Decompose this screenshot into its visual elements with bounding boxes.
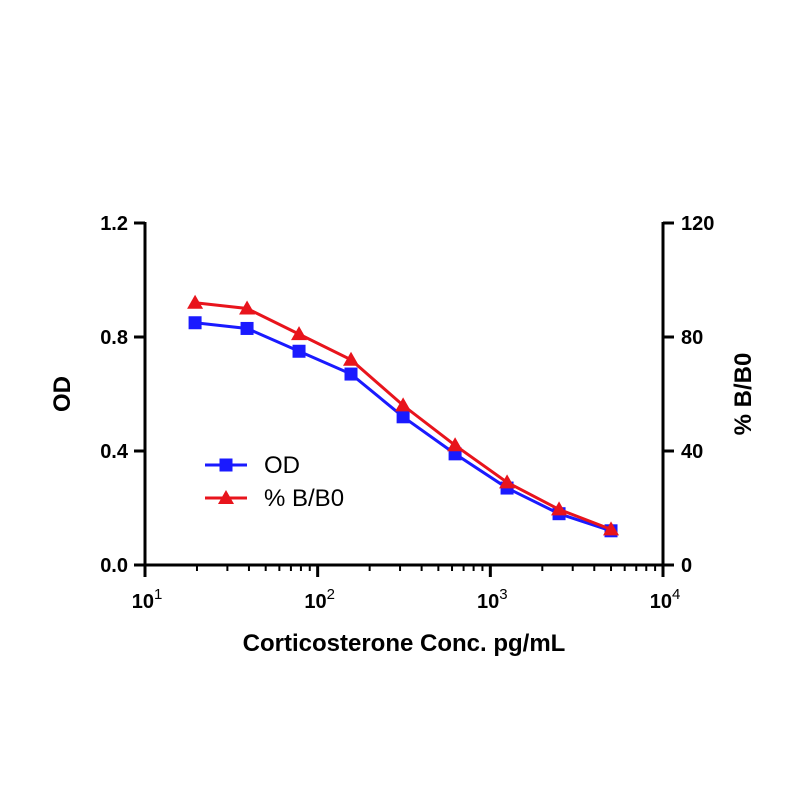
series-od — [188, 316, 618, 538]
data-point — [499, 474, 516, 489]
y2-tick-label: 80 — [681, 327, 703, 349]
x-tick-label: 101 — [132, 586, 163, 613]
data-point — [292, 344, 306, 358]
y-tick-label: 1.2 — [100, 213, 128, 235]
y2-tick-label: 0 — [681, 555, 692, 577]
data-point — [396, 410, 410, 424]
x-tick-label: 102 — [304, 586, 335, 613]
legend-marker — [219, 458, 233, 472]
legend-marker — [218, 490, 234, 504]
y-axis-title: OD — [49, 376, 76, 412]
series-layer — [187, 294, 620, 538]
data-point — [188, 316, 202, 330]
data-point — [240, 321, 254, 335]
series-bb0 — [187, 294, 620, 536]
y-tick-label: 0.4 — [100, 441, 129, 463]
legend: OD % B/B0 — [205, 452, 344, 512]
x-axis-title: Corticosterone Conc. pg/mL — [243, 630, 566, 657]
y-tick-label: 0.0 — [100, 555, 128, 577]
data-point — [343, 351, 360, 366]
legend-label: % B/B0 — [264, 485, 344, 512]
y2-axis-title: % B/B0 — [730, 353, 757, 436]
y-tick-label: 0.8 — [100, 327, 128, 349]
y2-tick-label: 120 — [681, 213, 714, 235]
data-point — [395, 397, 412, 412]
data-point — [239, 300, 256, 315]
data-point — [603, 521, 620, 536]
legend-label: OD — [264, 452, 300, 479]
data-point — [187, 294, 204, 309]
x-tick-label: 103 — [477, 586, 508, 613]
series-line — [194, 321, 612, 533]
axes: 0.0 0.4 0.8 1.2 0 40 80 120 101 102 103 104 — [100, 213, 714, 613]
data-point — [344, 367, 358, 381]
data-point — [447, 437, 464, 452]
x-tick-label: 104 — [650, 586, 681, 613]
data-point — [291, 326, 308, 341]
legend-item: OD — [205, 452, 300, 479]
data-point — [551, 501, 568, 516]
legend-item: % B/B0 — [205, 485, 344, 512]
y2-tick-label: 40 — [681, 441, 703, 463]
